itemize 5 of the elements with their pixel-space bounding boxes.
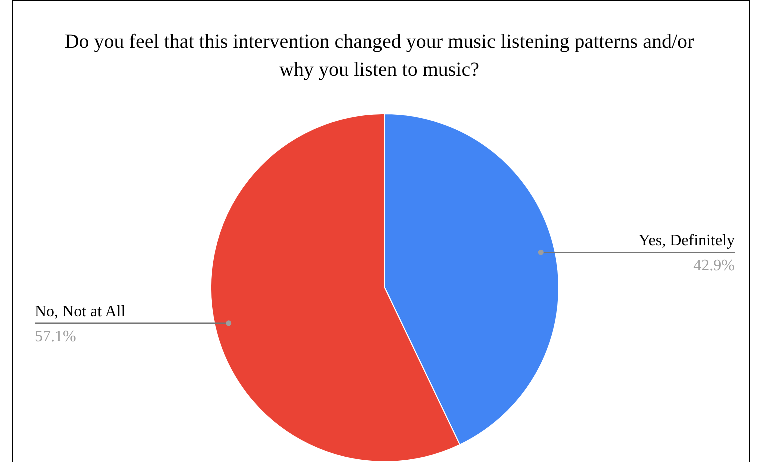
data-label: 57.1% — [35, 328, 76, 346]
slice-label: Yes, Definitely — [638, 232, 735, 250]
data-label: 42.9% — [694, 258, 735, 275]
chart-title: Do you feel that this intervention changed your music listening patterns and/or why you listen to music? — [64, 31, 694, 81]
slice-label: No, Not at All — [35, 303, 126, 320]
